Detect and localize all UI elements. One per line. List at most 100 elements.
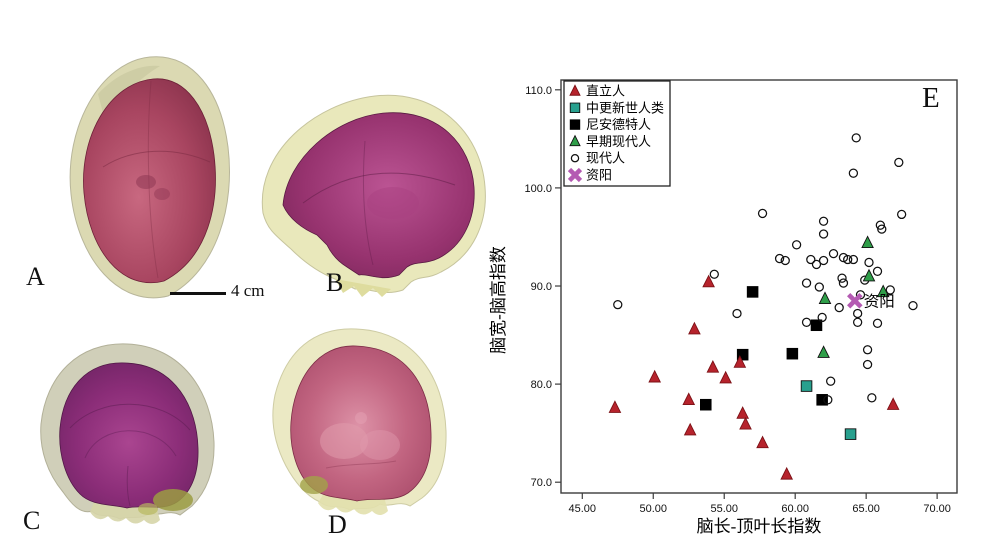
data-point [806, 254, 816, 265]
data-point [834, 302, 844, 313]
y-tick-label: 80.0 [531, 379, 552, 391]
data-point [867, 393, 877, 403]
data-point [838, 252, 849, 263]
panel-b-label: B [326, 268, 344, 297]
data-point [816, 394, 828, 406]
data-point [855, 290, 866, 300]
data-point [739, 416, 752, 430]
data-point [847, 292, 863, 309]
scatter-plot: 45.00 50.00 55.00 60.00 65.00 70.00 110.0 100.0… [489, 79, 958, 536]
y-axis-title: 脑宽-脑高指数 [489, 246, 508, 354]
data-point [780, 255, 790, 266]
data-point [828, 248, 839, 259]
x-tick-label: 45.00 [569, 503, 597, 515]
x-tick-label: 70.00 [923, 503, 951, 515]
y-tick-label: 110.0 [525, 85, 552, 97]
data-point [837, 273, 847, 283]
data-point [818, 229, 829, 239]
data-point [733, 355, 747, 368]
data-point [862, 268, 876, 282]
data-point [818, 255, 829, 266]
data-point [848, 168, 859, 178]
y-tick-label: 100.0 [524, 183, 552, 195]
data-point [736, 406, 750, 419]
data-point [786, 347, 799, 360]
x-tick-label: 60.00 [781, 503, 809, 515]
data-point [791, 240, 802, 250]
data-point [702, 274, 715, 288]
endocast-panel-d-image [272, 328, 447, 515]
data-point [852, 317, 863, 327]
legend-label: 直立人 [586, 84, 625, 99]
panel-d-label: D [328, 510, 347, 539]
data-point [688, 321, 701, 335]
data-point [823, 395, 833, 405]
legend-marker-square [569, 119, 581, 130]
data-point [817, 312, 827, 323]
data-point [732, 308, 742, 319]
legend-label: 尼安德特人 [586, 117, 651, 132]
panel-e-label: E [922, 82, 940, 114]
legend-label: 现代人 [586, 151, 625, 166]
legend-marker-circle [570, 153, 580, 163]
data-point [872, 266, 883, 276]
data-point [861, 235, 874, 249]
data-point [800, 380, 813, 392]
data-point [886, 397, 900, 410]
data-point [896, 209, 907, 220]
panel-a-label: A [26, 262, 45, 291]
data-point [700, 398, 712, 411]
data-point [774, 253, 785, 264]
data-point [844, 428, 857, 440]
y-tick-label: 70.0 [531, 477, 552, 489]
data-point [876, 284, 890, 298]
legend-label: 中更新世人类 [586, 100, 664, 115]
data-point [852, 308, 863, 319]
data-point [746, 286, 759, 298]
endocast-panel-a-image [69, 56, 231, 299]
x-tick-label: 50.00 [639, 503, 667, 515]
data-point [843, 254, 853, 265]
data-point [908, 300, 918, 311]
data-point [706, 359, 720, 373]
panel-c-label: C [23, 506, 41, 535]
data-point [818, 216, 829, 226]
data-point [864, 257, 874, 268]
data-point [756, 435, 769, 449]
ziyang-annotation-label: 资阳 [864, 293, 895, 311]
data-point [814, 282, 824, 292]
y-tick-label: 90.0 [531, 281, 552, 293]
legend-marker-square [569, 102, 581, 113]
data-point [826, 376, 836, 386]
data-point [877, 224, 887, 234]
data-point [709, 269, 719, 279]
data-point [608, 400, 622, 413]
data-point [810, 319, 823, 332]
data-point [801, 317, 812, 327]
data-point [817, 345, 830, 358]
data-point [780, 466, 794, 480]
scale-bar-label: 4 cm [231, 281, 265, 300]
data-point [862, 345, 873, 355]
data-point [851, 133, 861, 143]
data-point [757, 208, 768, 219]
data-point [862, 359, 873, 370]
data-point [848, 254, 859, 265]
legend-box [563, 80, 671, 187]
legend-marker-triangle [569, 134, 581, 147]
data-point [613, 299, 623, 310]
data-point [682, 392, 696, 406]
data-point [885, 285, 895, 295]
data-point [875, 220, 886, 230]
legend-marker-triangle [569, 84, 581, 96]
legend-label: 资阳 [586, 168, 612, 183]
data-point [683, 422, 697, 436]
data-point [894, 157, 904, 168]
legend-label: 早期现代人 [586, 134, 651, 149]
data-point [648, 369, 662, 383]
scale-bar [170, 292, 226, 295]
x-axis-title: 脑长-顶叶长指数 [697, 517, 822, 536]
endocast-panel-c-image [40, 343, 215, 524]
data-point [736, 348, 749, 361]
legend-marker-x [567, 167, 583, 183]
